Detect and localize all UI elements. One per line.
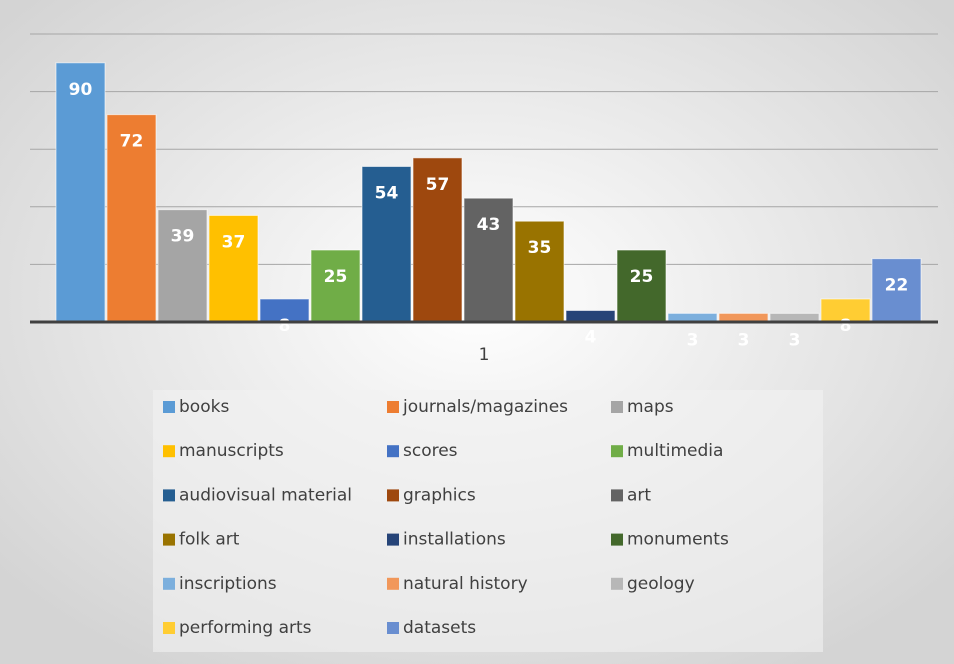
legend-swatch <box>387 445 399 458</box>
legend-swatch <box>611 577 623 590</box>
legend-label: folk art <box>179 530 240 550</box>
bar <box>106 114 157 323</box>
data-label: 90 <box>69 80 93 100</box>
data-label: 3 <box>687 330 699 350</box>
bar <box>616 249 667 323</box>
bar <box>565 309 616 323</box>
legend-swatch <box>611 533 623 546</box>
legend-label: audiovisual material <box>179 485 352 505</box>
legend-swatch <box>387 401 399 413</box>
legend-label: manuscripts <box>179 441 284 461</box>
bar <box>871 258 922 323</box>
legend-swatch <box>163 489 175 502</box>
legend-swatch <box>387 577 399 590</box>
legend-swatch <box>387 533 399 546</box>
data-label: 25 <box>630 267 654 287</box>
legend-swatch <box>163 445 175 458</box>
data-label: 22 <box>885 276 909 296</box>
legend-label: scores <box>403 441 458 461</box>
legend-swatch <box>611 445 623 458</box>
legend-swatch <box>611 401 623 413</box>
legend-swatch <box>387 622 399 634</box>
legend-swatch <box>163 577 175 590</box>
legend-label: monuments <box>627 530 729 550</box>
legend-label: installations <box>403 530 506 550</box>
data-label: 72 <box>120 132 144 152</box>
legend-label: multimedia <box>627 441 723 461</box>
legend-label: natural history <box>403 574 528 594</box>
data-label: 3 <box>738 330 750 350</box>
legend-swatch <box>163 622 175 634</box>
bar <box>55 62 106 323</box>
legend-label: maps <box>627 397 674 417</box>
data-label: 3 <box>789 330 801 350</box>
bar <box>514 220 565 323</box>
legend-label: graphics <box>403 485 476 505</box>
bar <box>361 165 412 323</box>
bar <box>208 214 259 323</box>
data-label: 43 <box>477 215 501 235</box>
legend-label: art <box>627 485 651 505</box>
data-label: 37 <box>222 232 246 252</box>
data-label: 54 <box>375 183 399 203</box>
data-label: 35 <box>528 238 552 258</box>
data-label: 39 <box>171 227 195 247</box>
legend-box <box>153 390 823 652</box>
legend-label: books <box>179 397 229 417</box>
data-label: 25 <box>324 267 348 287</box>
data-label: 4 <box>585 327 597 347</box>
legend-label: inscriptions <box>179 574 277 594</box>
data-label: 57 <box>426 175 450 195</box>
data-label: 8 <box>279 316 291 336</box>
data-label: 8 <box>840 316 852 336</box>
legend-swatch <box>387 489 399 502</box>
bar <box>310 249 361 323</box>
legend-label: datasets <box>403 618 476 638</box>
legend-swatch <box>163 533 175 546</box>
legend-label: journals/magazines <box>402 397 568 417</box>
legend-swatch <box>163 401 175 413</box>
legend-swatch <box>611 489 623 502</box>
x-tick-label: 1 <box>479 345 490 365</box>
legend-label: performing arts <box>179 618 312 638</box>
legend-label: geology <box>627 574 695 594</box>
